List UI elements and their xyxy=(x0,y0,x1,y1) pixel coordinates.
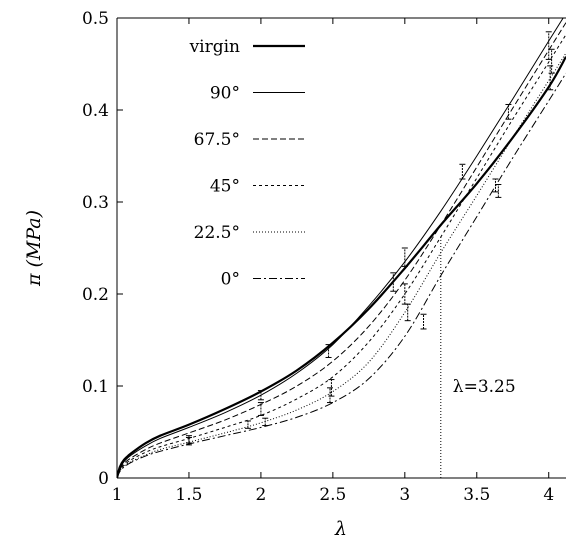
series-2 xyxy=(117,22,566,478)
series-line xyxy=(117,34,566,478)
legend-label: 0° xyxy=(221,270,240,290)
series-line xyxy=(117,56,566,478)
x-tick-label: 2.5 xyxy=(319,485,346,505)
error-bar xyxy=(401,247,408,267)
error-bar xyxy=(505,103,512,120)
error-bar xyxy=(262,417,269,427)
annotation-label: λ=3.25 xyxy=(453,377,516,397)
series-3 xyxy=(117,34,566,478)
x-axis-label: λ xyxy=(334,518,347,540)
error-bar xyxy=(420,313,427,330)
series-4 xyxy=(117,52,566,478)
error-bar xyxy=(459,163,466,180)
y-tick-label: 0.4 xyxy=(82,101,109,121)
plot-frame xyxy=(116,17,566,479)
series-line xyxy=(117,18,564,478)
error-bar xyxy=(547,65,554,91)
error-bar xyxy=(404,303,411,322)
error-bar xyxy=(401,283,408,305)
error-bar xyxy=(185,435,192,444)
x-tick-label: 3 xyxy=(399,485,410,505)
legend-label: virgin xyxy=(189,37,240,57)
y-axis-label: π (MPa) xyxy=(23,210,45,287)
error-bar xyxy=(390,272,397,292)
error-bar xyxy=(545,31,552,60)
legend-label: 90° xyxy=(210,84,240,104)
error-bar xyxy=(328,379,335,397)
series-line xyxy=(117,52,566,478)
series-line xyxy=(117,22,566,478)
error-bar xyxy=(495,184,502,198)
series-5 xyxy=(117,72,566,478)
error-bar xyxy=(326,387,333,404)
x-tick-label: 4 xyxy=(543,485,554,505)
y-tick-label: 0 xyxy=(98,469,109,489)
x-tick-label: 1 xyxy=(112,485,123,505)
y-tick-label: 0.3 xyxy=(82,193,109,213)
legend: virgin 90° 67.5° 45° 22.5° 0° xyxy=(189,37,305,290)
error-bar xyxy=(185,437,192,446)
legend-label: 67.5° xyxy=(194,130,240,150)
series-layer xyxy=(117,18,566,478)
y-tick-label: 0.1 xyxy=(82,377,109,397)
error-bar xyxy=(257,402,264,416)
legend-label: 45° xyxy=(210,177,240,197)
y-tick-label: 0.5 xyxy=(82,9,109,29)
y-tick-label: 0.2 xyxy=(82,285,109,305)
series-line xyxy=(117,72,566,478)
error-bar xyxy=(492,178,499,193)
error-bar xyxy=(325,344,332,358)
legend-label: 22.5° xyxy=(194,223,240,243)
series-0 xyxy=(117,56,566,478)
x-tick-label: 2 xyxy=(255,485,266,505)
x-tick-label: 3.5 xyxy=(463,485,490,505)
ticks: 1 1.5 2 2.5 3 3.5 4 0 0.1 0.2 0.3 0.4 0.5 xyxy=(82,9,554,505)
annotation-layer: λ=3.25 xyxy=(440,236,516,478)
series-1 xyxy=(117,18,564,478)
error-bar xyxy=(257,390,264,401)
x-tick-label: 1.5 xyxy=(175,485,202,505)
error-bar xyxy=(548,48,555,74)
error-bar xyxy=(244,420,251,429)
